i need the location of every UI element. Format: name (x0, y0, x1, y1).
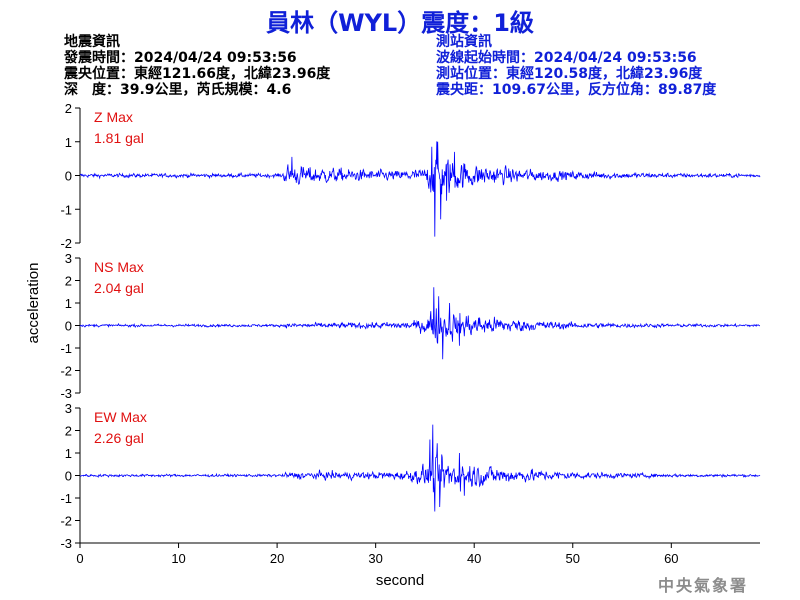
y-axis-label: acceleration (25, 263, 42, 344)
panel-label: Z Max (94, 109, 133, 125)
page-title: 員林（WYL）震度：1級 (266, 9, 534, 37)
y-tick-label: -1 (60, 202, 72, 217)
y-tick-label: -2 (60, 364, 72, 379)
x-tick-label: 60 (664, 551, 678, 566)
y-tick-label: -3 (60, 386, 72, 401)
x-tick-label: 40 (467, 551, 481, 566)
panel-label: EW Max (94, 409, 147, 425)
y-tick-label: -1 (60, 341, 72, 356)
station-info-heading: 測站資訊 (436, 34, 492, 50)
y-tick-label: 0 (65, 169, 72, 184)
y-tick-label: 2 (65, 424, 72, 439)
y-tick-label: 0 (65, 469, 72, 484)
station-info: 測站資訊 波線起始時間：2024/04/24 09:53:56 測站位置：東經1… (436, 34, 716, 98)
x-tick-label: 0 (76, 551, 83, 566)
distance-azimuth: 震央距：109.67公里，反方位角：89.87度 (436, 82, 717, 98)
panel-max-value: 2.04 gal (94, 280, 144, 296)
waveform-z (80, 141, 761, 237)
x-tick-label: 10 (171, 551, 185, 566)
x-tick-label: 30 (368, 551, 382, 566)
y-tick-label: 0 (65, 319, 72, 334)
waveform-ew (79, 424, 761, 512)
agency-watermark: 中央氣象署 (657, 576, 748, 595)
panel-max-value: 2.26 gal (94, 430, 144, 446)
waveform-ns (79, 287, 761, 360)
y-tick-label: 3 (65, 251, 72, 266)
x-tick-label: 20 (270, 551, 284, 566)
y-tick-label: 1 (65, 296, 72, 311)
station-location: 測站位置：東經120.58度，北緯23.96度 (436, 66, 703, 82)
y-tick-label: -2 (60, 514, 72, 529)
y-tick-label: 3 (65, 401, 72, 416)
earthquake-time: 發震時間：2024/04/24 09:53:56 (64, 50, 297, 66)
y-tick-label: -1 (60, 491, 72, 506)
y-tick-label: 1 (65, 135, 72, 150)
y-tick-label: -3 (60, 536, 72, 551)
y-tick-label: 2 (65, 274, 72, 289)
depth-magnitude: 深 度：39.9公里，芮氏規模：4.6 (64, 82, 292, 98)
panel-max-value: 1.81 gal (94, 130, 144, 146)
panel-label: NS Max (94, 259, 144, 275)
y-tick-label: 1 (65, 446, 72, 461)
x-tick-label: 50 (566, 551, 580, 566)
earthquake-info: 地震資訊 發震時間：2024/04/24 09:53:56 震央位置：東經121… (64, 34, 330, 98)
x-axis-label: second (376, 572, 424, 589)
epicenter-location: 震央位置：東經121.66度，北緯23.96度 (64, 66, 331, 82)
y-tick-label: -2 (60, 236, 72, 251)
earthquake-info-heading: 地震資訊 (64, 34, 120, 50)
y-tick-label: 2 (65, 101, 72, 116)
wave-start-time: 波線起始時間：2024/04/24 09:53:56 (436, 50, 697, 66)
